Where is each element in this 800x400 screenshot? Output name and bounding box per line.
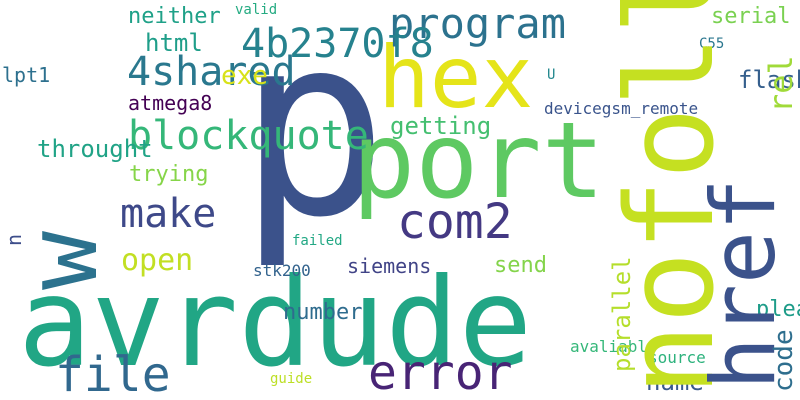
word-open: make (120, 191, 217, 237)
word-file: w (6, 230, 120, 290)
word-blockquote: program (389, 0, 567, 48)
word-atmega8: siemens (347, 254, 432, 278)
word-u: flash (738, 66, 800, 94)
word-nofollow: failed (292, 233, 343, 249)
word-port: port (352, 100, 605, 222)
word-program: com2 (397, 194, 513, 250)
word-name: lpt1 (2, 63, 51, 87)
word-siemens: exe (221, 61, 268, 91)
word-href: stk200 (253, 261, 311, 280)
word-lpt1: throught (37, 135, 153, 163)
word-rel: avaliable (570, 337, 657, 356)
word-serial: getting (390, 112, 492, 140)
word-failed: parallel (608, 256, 636, 372)
word-source: C55 (699, 36, 725, 52)
word-valid: serial (711, 4, 791, 29)
word-n: please (756, 297, 800, 322)
word-p: p (238, 0, 389, 272)
word-send: html (145, 29, 203, 57)
word-4shared: file (55, 347, 171, 400)
word-flash: neither (128, 4, 221, 29)
word-html: blockquote (128, 113, 369, 159)
word-exe: 4shared (127, 49, 296, 95)
word-c55: rel (762, 55, 800, 113)
word-number: n (2, 233, 26, 246)
word-4b2370f8: error (368, 345, 513, 400)
word-throught: send (494, 253, 547, 278)
word-code: source (648, 348, 706, 367)
word-guide: U (547, 67, 556, 83)
word-devicegsm: code (769, 329, 799, 392)
word-make: 4b2370f8 (241, 21, 434, 67)
word-getting: trying (129, 162, 209, 187)
word-neither: atmega8 (128, 91, 213, 115)
word-trying: open (121, 243, 194, 278)
word-please: devicegsm_remote (544, 99, 699, 118)
word-avrdude: avrdude (18, 252, 533, 394)
word-hex: hex (378, 28, 534, 128)
word-stk200: name (646, 368, 704, 396)
word-w: number (283, 300, 363, 325)
word-parallel: guide (270, 371, 313, 387)
word-avaliable: valid (235, 2, 278, 18)
